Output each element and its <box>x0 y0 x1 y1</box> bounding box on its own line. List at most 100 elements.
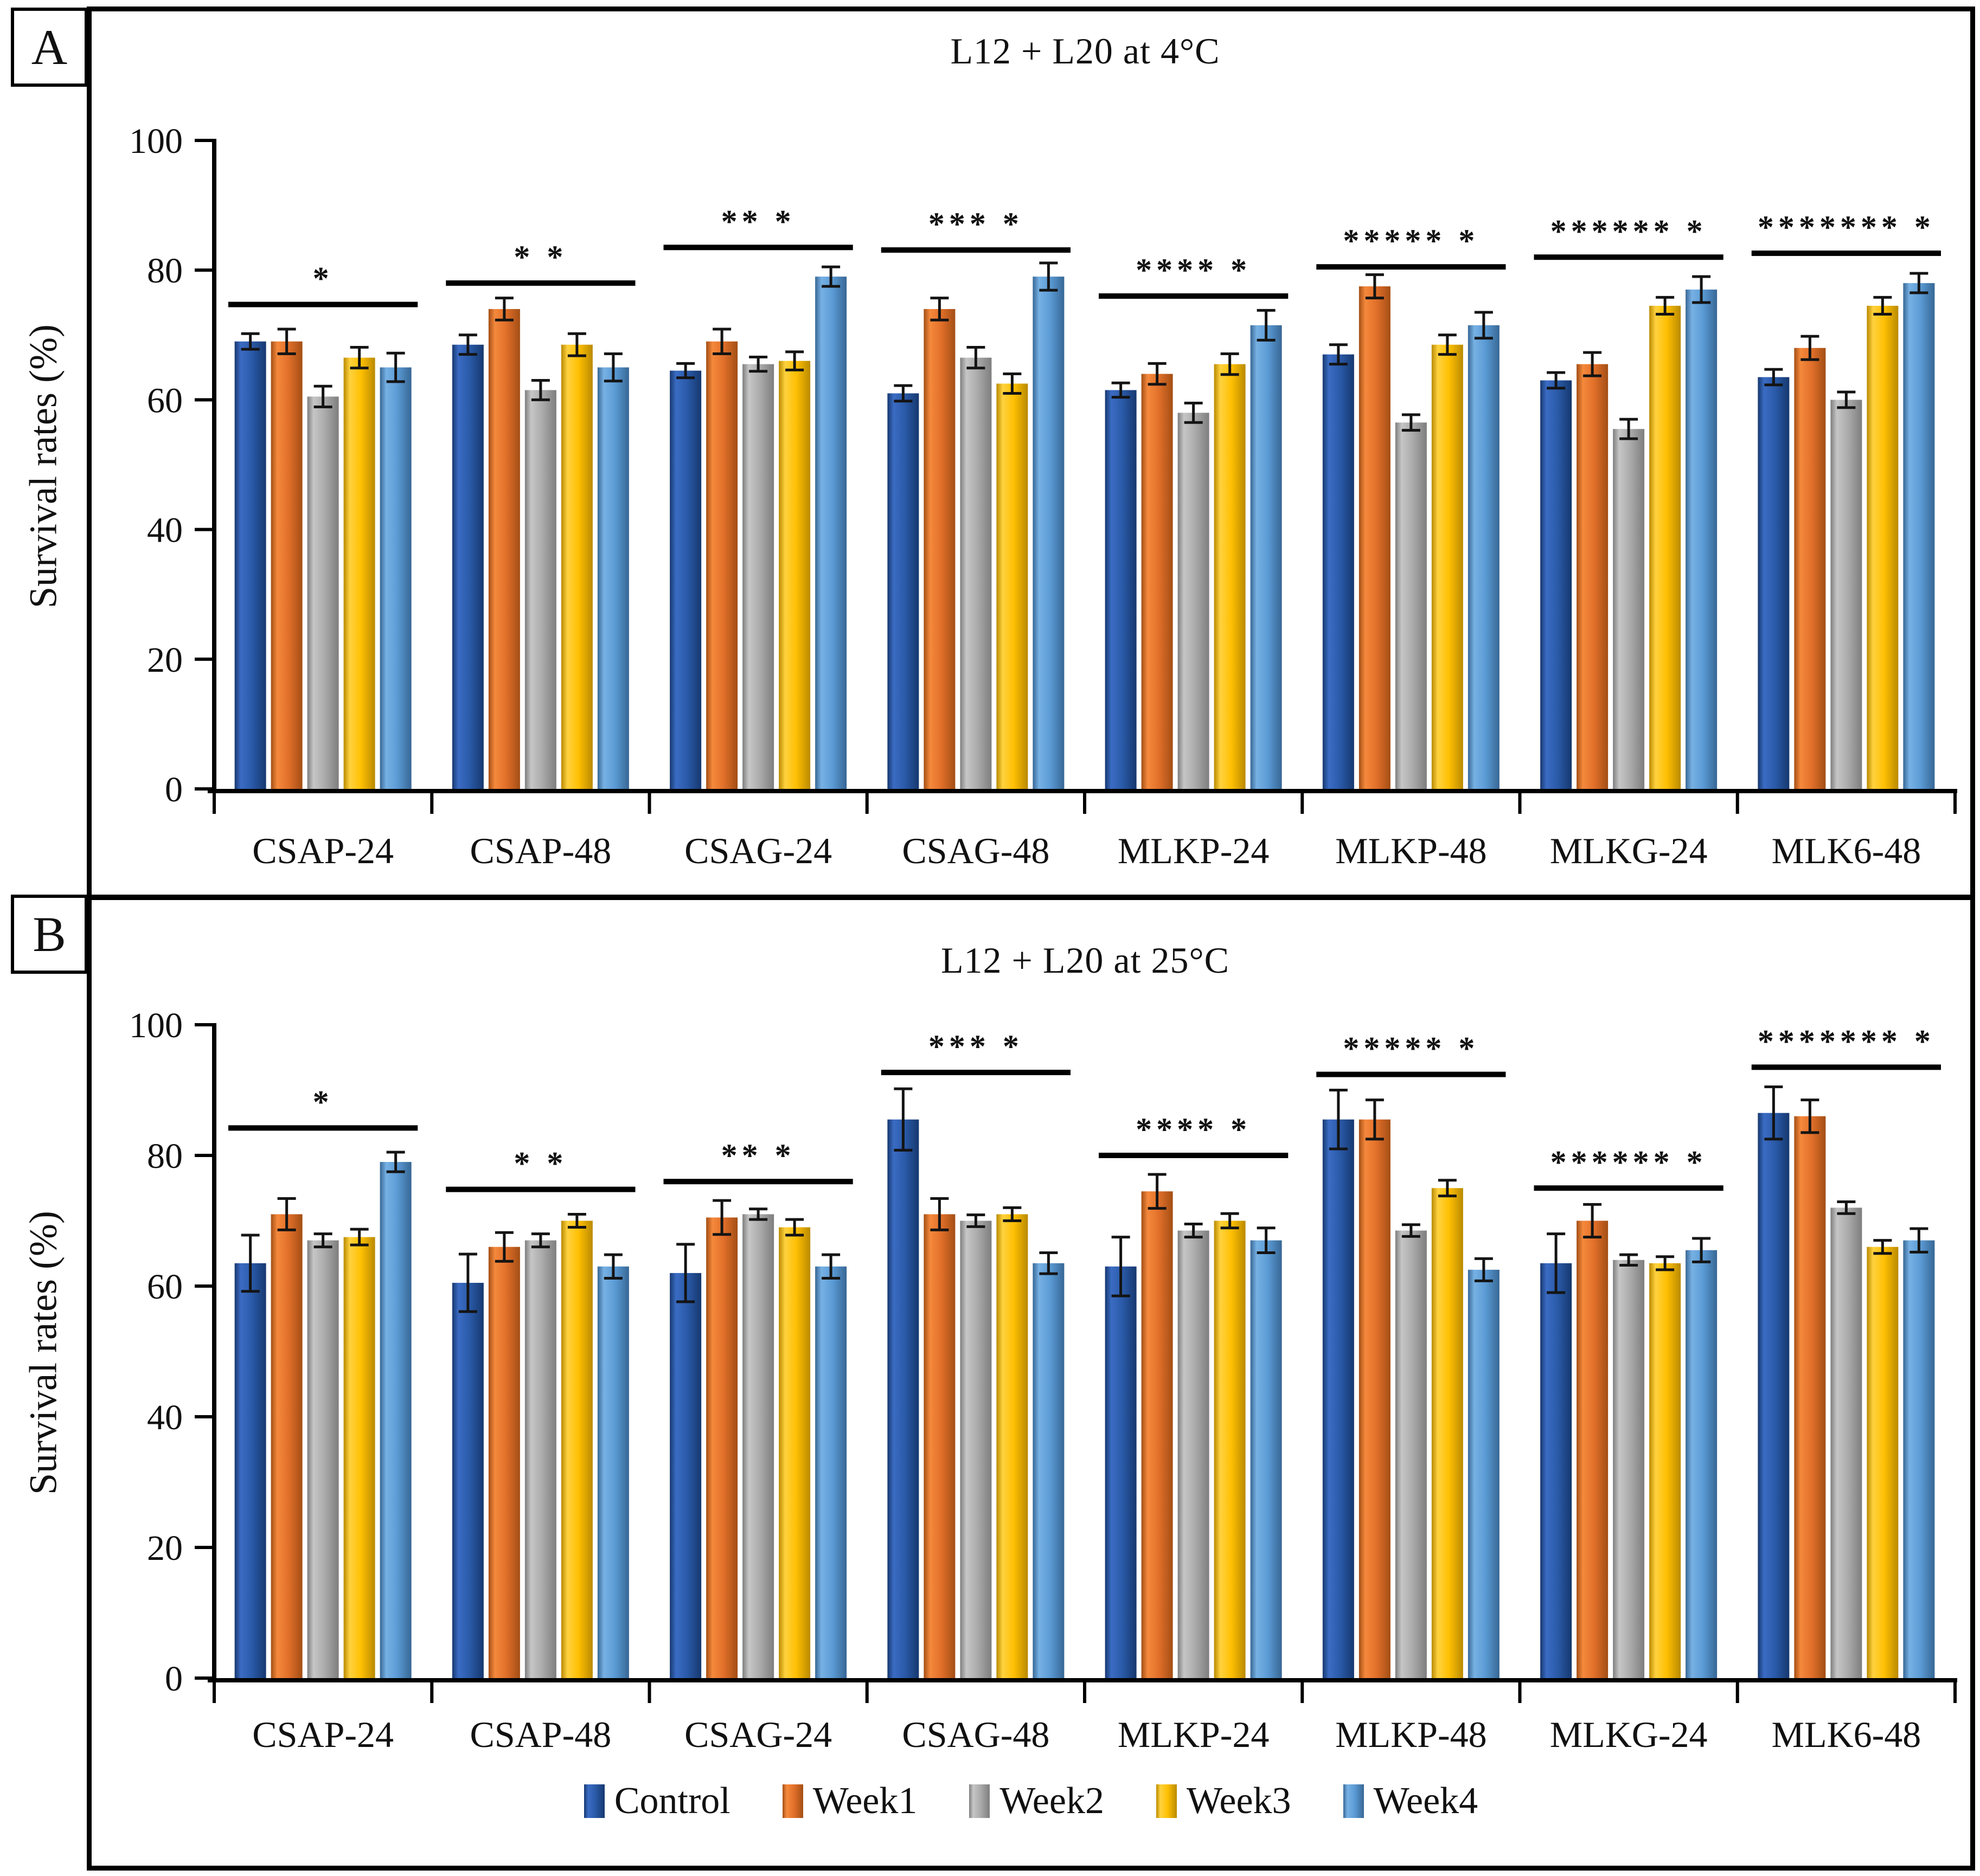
x-tick <box>430 793 434 814</box>
significance-line-MLKG-24 <box>1534 1185 1723 1191</box>
y-tick <box>195 139 214 142</box>
bar-MLKG-24-Control <box>1540 380 1572 789</box>
y-tick-label: 60 <box>147 381 183 420</box>
bar-CSAP-24-Control <box>234 1263 266 1678</box>
error-bar-CSAP-48-Week1 <box>495 1231 514 1263</box>
bar-CSAP-48-Week2 <box>524 390 556 789</box>
bar-CSAP-24-Week1 <box>271 341 303 789</box>
bar-CSAP-48-Control <box>452 1282 484 1678</box>
panel-a-plot: ** *** * *** ***** ****** * ****** * ******… <box>129 121 1957 871</box>
panel-b-label-box: B <box>11 895 88 974</box>
error-bar-CSAG-48-Week2 <box>966 1213 985 1228</box>
bar-CSAP-48-Week1 <box>488 1247 520 1678</box>
error-bar-MLKP-24-Week2 <box>1184 1223 1203 1239</box>
error-bar-MLKP-48-Week1 <box>1365 273 1384 300</box>
significance-line-CSAP-48 <box>446 280 636 286</box>
x-tick <box>1083 1682 1086 1703</box>
bar-MLK6-48-Week4 <box>1903 283 1935 789</box>
error-bar-CSAP-48-Week2 <box>531 1232 550 1249</box>
panel-a-label-box: A <box>11 8 88 87</box>
significance-label-MLKP-48: ***** * <box>1343 223 1479 259</box>
bar-MLKP-24-Week1 <box>1141 1191 1173 1678</box>
bar-CSAP-24-Week4 <box>380 1162 412 1678</box>
error-bar-MLKG-24-Week2 <box>1619 417 1638 440</box>
bar-CSAG-48-Week1 <box>924 309 956 789</box>
error-bar-CSAG-48-Control <box>894 1087 913 1152</box>
y-tick-label: 20 <box>147 1528 183 1568</box>
error-bar-CSAP-48-Week4 <box>604 1253 623 1280</box>
bar-CSAP-48-Week3 <box>561 1220 593 1678</box>
error-bar-MLK6-48-Week4 <box>1909 1227 1928 1254</box>
x-tick <box>1300 1682 1304 1703</box>
category-label-MLK6-48: MLK6-48 <box>1771 1714 1921 1755</box>
panel-b-title: L12 + L20 at 25°C <box>940 940 1230 981</box>
bar-CSAP-24-Week2 <box>307 396 339 789</box>
error-bar-MLKG-24-Week3 <box>1656 1255 1675 1271</box>
legend-label-week1: Week1 <box>812 1780 918 1822</box>
bar-MLK6-48-Week2 <box>1830 400 1862 789</box>
error-bar-MLKP-48-Week4 <box>1474 1257 1493 1282</box>
bar-CSAG-24-Week4 <box>815 1266 847 1678</box>
legend-marker-control <box>584 1784 605 1818</box>
significance-label-MLKG-24: ****** * <box>1550 1144 1707 1180</box>
panel-b-y-axis-label: Survival rates (%) <box>21 1211 65 1495</box>
bar-MLKG-24-Week2 <box>1613 429 1645 789</box>
y-tick-label: 60 <box>147 1267 183 1307</box>
x-tick <box>213 1682 216 1703</box>
significance-label-CSAG-48: *** * <box>928 206 1023 242</box>
bar-CSAG-24-Week2 <box>742 1214 774 1678</box>
error-bar-CSAP-48-Week1 <box>495 297 514 322</box>
y-tick <box>195 1676 214 1680</box>
error-bar-MLKG-24-Week4 <box>1692 275 1711 304</box>
error-bar-CSAP-24-Week4 <box>386 1151 405 1173</box>
y-tick-label: 40 <box>147 511 183 550</box>
error-bar-MLK6-48-Week4 <box>1909 272 1928 294</box>
error-bar-MLKP-48-Week3 <box>1438 333 1457 356</box>
bar-CSAP-48-Control <box>452 344 484 789</box>
bar-MLKP-48-Week4 <box>1468 325 1500 789</box>
error-bar-CSAG-48-Week4 <box>1039 1251 1058 1275</box>
bar-MLKP-48-Week3 <box>1431 1188 1463 1678</box>
significance-line-CSAP-24 <box>228 301 418 307</box>
error-bar-MLKP-24-Week4 <box>1257 1226 1276 1255</box>
y-tick-label: 40 <box>147 1398 183 1437</box>
bar-MLKP-24-Week4 <box>1250 325 1282 789</box>
error-bar-MLKP-24-Week3 <box>1220 1212 1239 1230</box>
significance-label-CSAG-24: ** * <box>721 203 796 239</box>
bar-CSAG-48-Week1 <box>924 1214 956 1678</box>
error-bar-CSAP-48-Control <box>458 333 477 356</box>
significance-label-MLK6-48: ******* * <box>1758 209 1935 245</box>
category-label-MLKG-24: MLKG-24 <box>1550 1714 1708 1755</box>
error-bar-CSAG-24-Control <box>676 362 695 380</box>
y-tick-label: 100 <box>129 121 183 161</box>
significance-line-CSAP-48 <box>446 1186 636 1192</box>
error-bar-MLK6-48-Week1 <box>1800 1098 1819 1134</box>
error-bar-MLKP-24-Control <box>1111 1236 1130 1297</box>
error-bar-CSAP-48-Week3 <box>567 332 586 357</box>
significance-line-CSAG-24 <box>663 1179 853 1185</box>
y-tick-label: 100 <box>129 1006 183 1045</box>
error-bar-MLKG-24-Week2 <box>1619 1253 1638 1267</box>
error-bar-MLK6-48-Week2 <box>1837 390 1856 409</box>
significance-line-MLKP-48 <box>1316 1071 1506 1077</box>
bar-MLK6-48-Control <box>1758 377 1790 789</box>
error-bar-MLK6-48-Week2 <box>1837 1200 1856 1215</box>
y-tick <box>195 1023 214 1026</box>
bar-CSAP-24-Week2 <box>307 1240 339 1678</box>
significance-label-MLK6-48: ******* * <box>1758 1023 1935 1059</box>
bar-CSAG-48-Week4 <box>1033 1263 1065 1678</box>
bar-MLKG-24-Week1 <box>1577 1220 1609 1678</box>
bar-MLK6-48-Control <box>1758 1113 1790 1678</box>
bar-CSAG-24-Control <box>670 370 702 789</box>
error-bar-MLKP-24-Week1 <box>1148 362 1167 386</box>
x-axis-line <box>208 1678 1957 1682</box>
bar-MLKP-24-Week3 <box>1214 364 1246 789</box>
bar-CSAP-24-Week3 <box>343 357 375 789</box>
bar-CSAP-48-Week1 <box>488 309 520 789</box>
bar-MLKP-48-Control <box>1322 1119 1354 1678</box>
error-bar-MLKG-24-Control <box>1547 1232 1566 1294</box>
bar-CSAG-24-Week3 <box>779 361 811 789</box>
category-label-CSAG-48: CSAG-48 <box>902 830 1049 871</box>
bar-MLKP-24-Week4 <box>1250 1240 1282 1678</box>
error-bar-CSAG-24-Week2 <box>749 1207 768 1221</box>
